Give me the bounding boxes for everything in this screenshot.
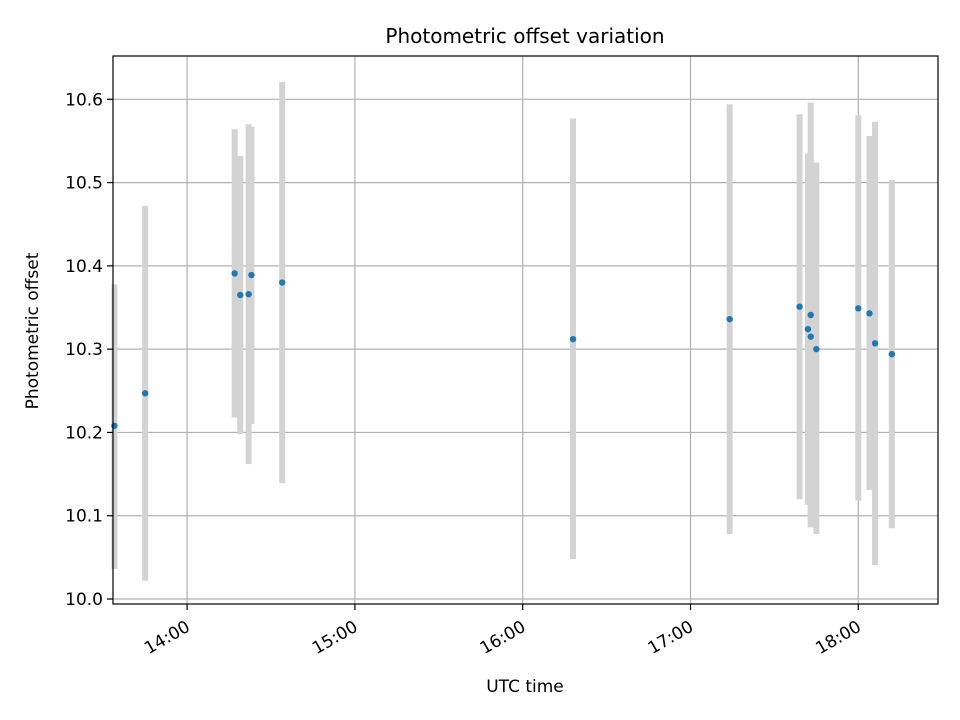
data-point	[813, 345, 820, 353]
y-tick-label: 10.3	[65, 340, 103, 360]
point-layer	[111, 270, 896, 429]
y-tick-label: 10.5	[65, 174, 103, 194]
x-axis-title: UTC time	[486, 677, 564, 697]
data-point	[871, 340, 879, 347]
data-point	[807, 311, 814, 319]
data-point	[804, 325, 812, 333]
y-tick-label: 10.2	[65, 423, 103, 443]
data-point	[278, 279, 286, 286]
data-point	[866, 310, 873, 317]
data-point	[726, 315, 733, 323]
data-point	[855, 305, 862, 312]
chart-title: Photometric offset variation	[385, 24, 664, 48]
data-point	[569, 335, 577, 343]
y-tick-label: 10.6	[65, 90, 103, 110]
data-point	[111, 422, 118, 429]
data-point	[141, 390, 149, 397]
data-point	[796, 303, 803, 310]
data-point	[237, 291, 244, 299]
data-point	[231, 270, 238, 277]
data-point	[888, 350, 896, 358]
y-tick-label: 10.4	[65, 257, 103, 277]
y-axis-title: Photometric offset	[23, 252, 43, 409]
y-tick-label: 10.1	[65, 507, 103, 527]
plot-frame	[112, 55, 939, 605]
y-tick-label: 10.0	[65, 590, 103, 610]
data-point	[245, 290, 252, 298]
data-point	[807, 333, 814, 340]
data-point	[248, 271, 255, 279]
